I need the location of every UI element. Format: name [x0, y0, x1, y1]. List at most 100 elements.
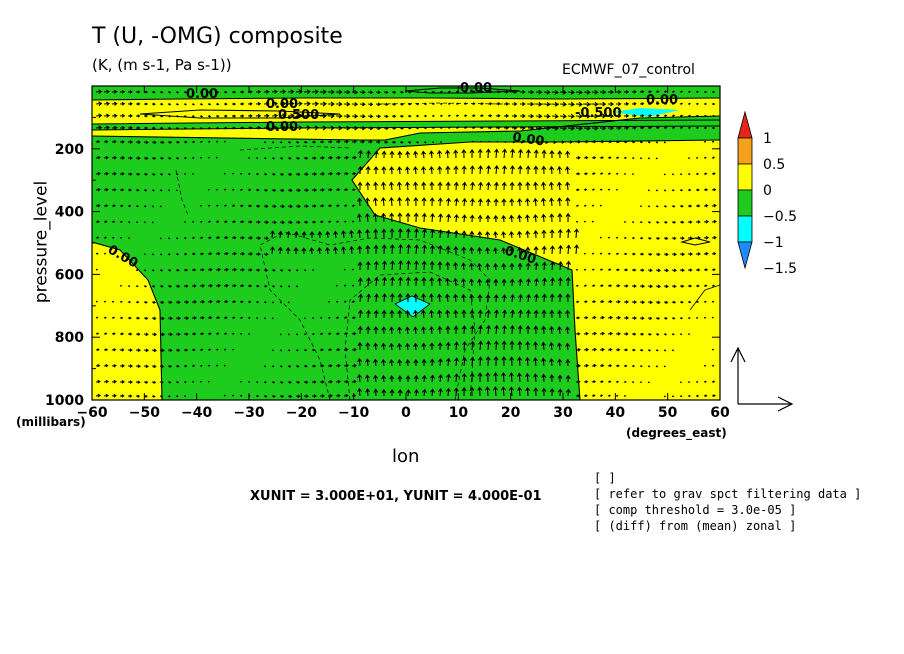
vector-arrow: [549, 229, 555, 239]
vector-arrow: [135, 332, 141, 336]
vector-arrow: [399, 126, 404, 130]
vector-arrow: [95, 252, 99, 255]
y-tick-label: 1000: [45, 393, 84, 409]
vector-arrow: [559, 140, 565, 144]
vector-arrow: [704, 126, 708, 130]
vector-arrow: [591, 347, 597, 352]
vector-arrow: [293, 247, 299, 254]
vector-arrow: [343, 113, 351, 119]
vector-arrow: [295, 269, 299, 272]
vector-arrow: [567, 101, 575, 107]
vector-arrow: [279, 141, 283, 144]
vector-arrow: [373, 326, 379, 335]
vector-arrow: [279, 157, 284, 160]
vector-arrow: [631, 348, 636, 352]
vector-arrow: [95, 332, 100, 335]
vector-arrow: [413, 342, 419, 351]
vector-arrow: [599, 300, 605, 304]
x-tick-label: −30: [233, 405, 264, 421]
vector-arrow: [175, 381, 180, 384]
vector-arrow: [159, 205, 163, 208]
vector-arrow: [159, 114, 164, 118]
vector-arrow: [247, 333, 251, 335]
vector-arrow: [263, 365, 267, 368]
vector-arrow: [517, 181, 523, 191]
vector-arrow: [103, 252, 107, 255]
vector-arrow: [607, 364, 613, 368]
vector-arrow: [429, 244, 435, 255]
vector-arrow: [397, 244, 404, 255]
vector-arrow: [271, 157, 276, 160]
vector-arrow: [95, 101, 103, 107]
vector-arrow: [373, 260, 379, 271]
vector-arrow: [663, 236, 669, 240]
vector-arrow: [223, 220, 228, 224]
vector-arrow: [647, 349, 652, 352]
x-tick-label: 60: [710, 405, 730, 421]
vector-arrow: [631, 252, 636, 256]
vector-arrow: [453, 357, 460, 367]
vector-arrow: [583, 268, 587, 271]
vector-arrow: [309, 247, 315, 255]
vector-arrow: [647, 221, 652, 224]
vector-arrow: [357, 229, 363, 239]
vector-arrow: [583, 331, 589, 336]
vector-arrow: [461, 262, 467, 271]
vector-arrow: [607, 252, 611, 255]
vector-arrow: [239, 380, 243, 383]
vector-arrow: [357, 293, 364, 303]
vector-arrow: [615, 300, 621, 304]
vector-arrow: [439, 102, 443, 105]
vector-arrow: [439, 126, 443, 129]
vector-arrow: [453, 165, 459, 175]
vector-arrow: [175, 268, 180, 272]
vector-arrow: [623, 364, 628, 368]
vector-arrow: [421, 260, 427, 271]
vector-arrow: [599, 204, 603, 207]
vector-arrow: [357, 245, 363, 255]
vector-arrow: [679, 317, 684, 320]
vector-arrow: [365, 293, 372, 303]
vector-arrow: [421, 166, 427, 175]
colorbar-segment: [737, 137, 753, 165]
vector-arrow: [671, 395, 675, 398]
vector-arrow: [207, 348, 212, 351]
vector-arrow: [127, 204, 132, 208]
vector-arrow: [557, 326, 563, 335]
vector-arrow: [103, 300, 107, 303]
vector-arrow: [135, 394, 141, 398]
vector-arrow: [591, 284, 596, 287]
vector-arrow: [263, 141, 267, 144]
vector-arrow: [575, 284, 579, 287]
vector-arrow: [493, 309, 499, 319]
vector-arrow: [440, 141, 443, 143]
vector-arrow: [119, 101, 126, 106]
vector-arrow: [711, 284, 715, 287]
vector-arrow: [327, 220, 332, 224]
vector-arrow: [215, 102, 220, 106]
vector-arrow: [549, 197, 555, 207]
vector-arrow: [623, 113, 630, 118]
vector-arrow: [599, 252, 603, 255]
vector-arrow: [207, 283, 213, 288]
vector-arrow: [615, 125, 622, 131]
vector-arrow: [461, 341, 467, 351]
vector-arrow: [437, 358, 443, 367]
vector-arrow: [311, 172, 317, 176]
vector-arrow: [319, 113, 327, 119]
vector-arrow: [103, 204, 109, 208]
vector-arrow: [373, 309, 379, 319]
vector-arrow: [303, 380, 309, 384]
vector-arrow: [437, 197, 443, 207]
vector-arrow: [135, 300, 140, 304]
vector-arrow: [144, 102, 149, 106]
vector-arrow: [311, 380, 317, 384]
vector-arrow: [461, 386, 467, 397]
vector-arrow: [135, 114, 141, 118]
vector-arrow: [639, 268, 645, 272]
vector-arrow: [501, 340, 507, 351]
vector-arrow: [413, 293, 419, 303]
vector-arrow: [119, 172, 125, 176]
vector-arrow: [551, 89, 559, 95]
vector-arrow: [615, 284, 621, 288]
